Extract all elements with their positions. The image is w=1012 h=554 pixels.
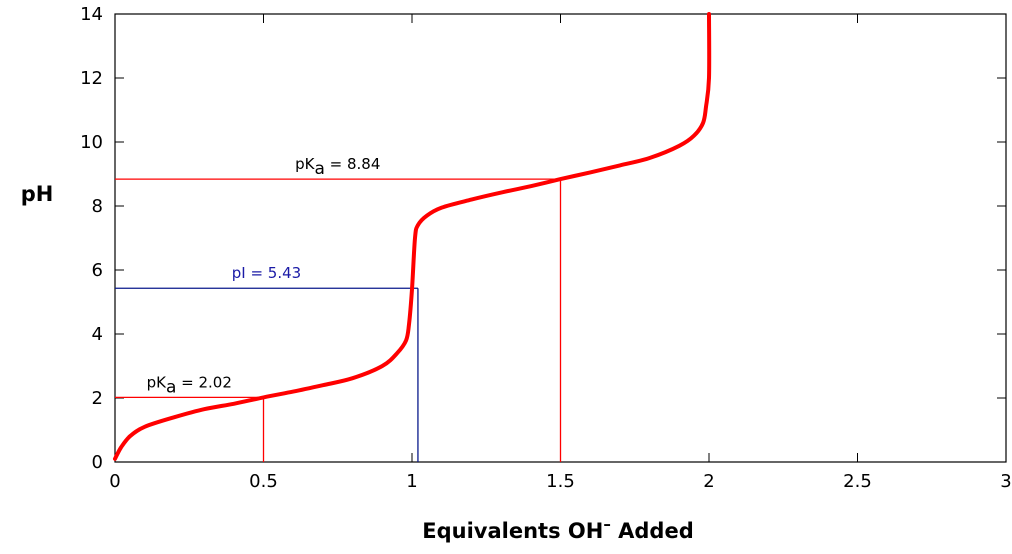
y-tick-label: 0 [92, 452, 103, 473]
y-tick-label: 6 [92, 260, 103, 281]
y-tick-label: 2 [92, 388, 103, 409]
pka-label: pKa = 8.84 [295, 155, 380, 179]
series-group [113, 12, 712, 461]
x-axis-title: Equivalents OH– Added [422, 515, 693, 543]
x-tick-label: 1.5 [546, 471, 575, 492]
x-tick-label: 3 [1000, 471, 1011, 492]
x-tick-label: 1 [406, 471, 417, 492]
axis-titles: pH Equivalents OH– Added [21, 182, 694, 543]
titration-curve [113, 12, 712, 461]
pka-label: pKa = 2.02 [147, 373, 232, 397]
pi-label: pI = 5.43 [232, 264, 301, 282]
x-tick-label: 2 [703, 471, 714, 492]
y-axis: 0 2 4 6 8 10 12 14 [80, 4, 1006, 473]
x-tick-label: 0 [109, 471, 120, 492]
x-axis-title-superscript: – [603, 515, 611, 533]
y-tick-label: 12 [80, 68, 103, 89]
x-tick-label: 2.5 [843, 471, 872, 492]
y-tick-label: 14 [80, 4, 103, 25]
annotations: pKa = 2.02 pI = 5.43 pKa = 8.84 [115, 155, 562, 462]
x-tick-label: 0.5 [249, 471, 278, 492]
y-tick-label: 4 [92, 324, 103, 345]
x-axis-title-main: Equivalents OH [422, 519, 603, 543]
y-axis-title: pH [21, 182, 54, 206]
y-tick-label: 10 [80, 132, 103, 153]
y-tick-label: 8 [92, 196, 103, 217]
x-axis-title-suffix: Added [611, 519, 694, 543]
x-axis: 0 0.5 1 1.5 2 2.5 3 [109, 14, 1012, 492]
